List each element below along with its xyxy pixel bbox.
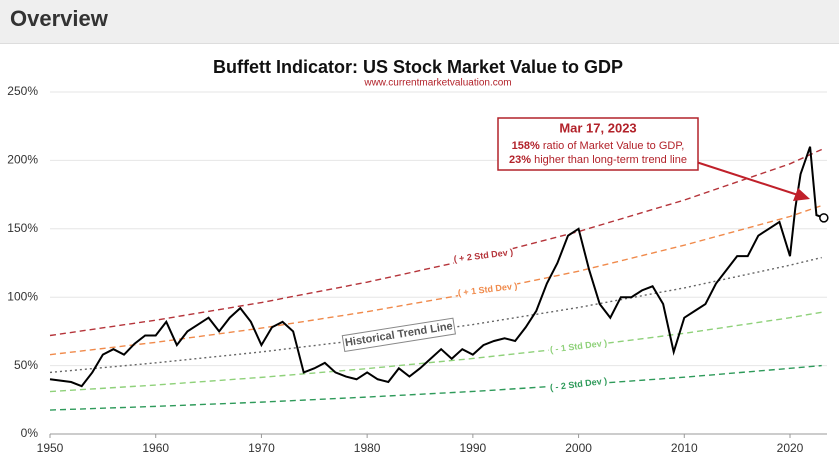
trend-label: ( + 1 Std Dev ) — [457, 279, 519, 301]
header-title: Overview — [10, 6, 108, 31]
trend-label-bg — [547, 374, 610, 396]
x-tick-label: 1980 — [354, 441, 381, 455]
annotation-line: 23% higher than long-term trend line — [509, 154, 687, 166]
x-tick-label: 2000 — [565, 441, 592, 455]
trend-label: ( - 2 Std Dev ) — [547, 374, 610, 396]
annotation-line: 158% ratio of Market Value to GDP, — [512, 140, 685, 152]
trend-label-box — [341, 317, 456, 353]
annotation-box — [497, 117, 699, 171]
trend-label-bg — [452, 245, 515, 267]
annotation-bold: 23% — [509, 154, 531, 166]
x-tick-label: 1970 — [248, 441, 275, 455]
trend-label-text: Historical Trend Line — [344, 320, 453, 349]
annotation-text: ratio of Market Value to GDP, — [540, 140, 685, 152]
chart-title: Buffett Indicator: US Stock Market Value… — [213, 57, 623, 77]
header: Overview — [0, 0, 839, 44]
chart-subtitle: www.currentmarketvaluation.com — [363, 78, 511, 89]
x-tick-label: 2010 — [671, 441, 698, 455]
x-tick-label: 2020 — [777, 441, 804, 455]
trend-line — [49, 364, 822, 411]
trend-line — [49, 311, 822, 393]
trend-label: ( - 1 Std Dev ) — [547, 336, 610, 358]
y-tick-label: 50% — [14, 358, 38, 372]
annotation-date: Mar 17, 2023 — [559, 120, 636, 135]
trend-label: ( + 2 Std Dev ) — [452, 245, 515, 267]
annotation-bold: 158% — [512, 140, 540, 152]
data-line — [49, 146, 825, 388]
annotation-text: higher than long-term trend line — [531, 154, 687, 166]
annotation-arrowhead — [793, 188, 810, 201]
trend-label: Historical Trend Line — [341, 317, 456, 353]
trend-line — [49, 204, 822, 356]
y-tick-label: 100% — [7, 289, 38, 303]
x-tick-label: 1950 — [37, 441, 64, 455]
annotation-arrow — [689, 159, 799, 196]
current-marker — [819, 213, 829, 223]
trend-line — [49, 256, 822, 374]
trend-label-bg — [457, 279, 519, 301]
trend-label-bg — [547, 336, 610, 358]
trend-line — [49, 148, 823, 337]
x-tick-label: 1960 — [142, 441, 169, 455]
x-tick-label: 1990 — [460, 441, 487, 455]
y-tick-label: 200% — [7, 153, 38, 167]
y-tick-label: 250% — [7, 84, 38, 98]
y-tick-label: 150% — [7, 221, 38, 235]
y-tick-label: 0% — [21, 426, 39, 440]
